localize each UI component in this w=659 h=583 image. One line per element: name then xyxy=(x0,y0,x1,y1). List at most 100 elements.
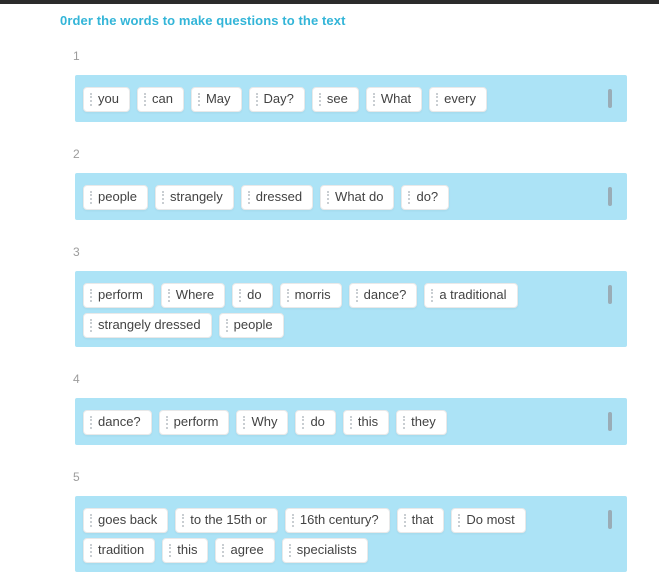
word-chip[interactable]: you xyxy=(83,87,130,112)
word-chip-label: strangely xyxy=(170,189,223,204)
word-chip[interactable]: people xyxy=(218,313,284,338)
word-chip-label: you xyxy=(98,91,119,106)
word-chip[interactable]: dance? xyxy=(348,283,418,308)
word-chip[interactable]: that xyxy=(396,508,445,533)
word-chip[interactable]: a traditional xyxy=(424,283,518,308)
drag-grip-icon xyxy=(243,415,246,429)
word-chip[interactable]: perform xyxy=(158,410,230,435)
word-chip[interactable]: this xyxy=(342,410,390,435)
exercise-number: 3 xyxy=(73,245,80,259)
word-chip-label: this xyxy=(357,414,379,429)
word-chip[interactable]: 16th century? xyxy=(284,508,390,533)
exercise: 3 perform Where do morris dance? a tradi… xyxy=(73,245,627,347)
word-chip[interactable]: Why xyxy=(236,410,289,435)
word-chip-label: goes back xyxy=(98,512,158,527)
word-chip-label: do xyxy=(310,414,325,429)
word-chip[interactable]: this xyxy=(162,538,209,563)
word-chip[interactable]: strangely xyxy=(155,185,234,210)
drag-grip-icon xyxy=(302,415,305,429)
word-chip-label: Where xyxy=(175,287,215,302)
word-chip[interactable]: May xyxy=(190,87,242,112)
word-chip[interactable]: do xyxy=(295,410,336,435)
word-chip-label: Do most xyxy=(466,512,515,527)
word-chip[interactable]: Do most xyxy=(451,508,526,533)
word-chip-label: perform xyxy=(98,287,143,302)
drag-grip-icon xyxy=(286,288,289,302)
word-chip-label: do? xyxy=(416,189,439,204)
word-chip[interactable]: perform xyxy=(83,283,154,308)
drag-grip-icon xyxy=(143,92,146,106)
word-chip[interactable]: people xyxy=(83,185,149,210)
drag-grip-icon xyxy=(90,92,92,106)
word-chip-label: they xyxy=(411,414,436,429)
drag-grip-icon xyxy=(197,92,200,106)
word-chip[interactable]: they xyxy=(396,410,447,435)
word-chip[interactable]: morris xyxy=(279,283,342,308)
drag-grip-icon xyxy=(255,92,258,106)
word-order-dropzone[interactable]: goes back to the 15th or 16th century? t… xyxy=(75,496,627,572)
drag-grip-icon xyxy=(403,415,406,429)
word-chip-label: do xyxy=(247,287,262,302)
word-chip[interactable]: dance? xyxy=(83,410,152,435)
word-chip[interactable]: strangely dressed xyxy=(83,313,212,338)
word-chip[interactable]: What do xyxy=(320,185,395,210)
word-chip-label: agree xyxy=(230,542,264,557)
word-order-dropzone[interactable]: people strangely dressed What do do? xyxy=(75,173,627,220)
word-chip[interactable]: specialists xyxy=(281,538,368,563)
drag-grip-icon xyxy=(222,543,225,557)
word-chip[interactable]: Day? xyxy=(248,87,305,112)
word-chip-label: strangely dressed xyxy=(98,317,201,332)
bar-drag-handle-icon[interactable] xyxy=(608,510,612,529)
word-order-dropzone[interactable]: you can May Day? see What every xyxy=(75,75,627,122)
bar-drag-handle-icon[interactable] xyxy=(608,89,612,108)
exercise-number: 2 xyxy=(73,147,80,161)
bar-drag-handle-icon[interactable] xyxy=(608,187,612,206)
exercise: 2 people strangely dressed What do do? xyxy=(73,147,627,220)
drag-grip-icon xyxy=(355,288,358,302)
word-chip[interactable]: every xyxy=(429,87,487,112)
word-chip[interactable]: to the 15th or xyxy=(175,508,278,533)
bar-drag-handle-icon[interactable] xyxy=(608,285,612,304)
word-chip[interactable]: goes back xyxy=(83,508,169,533)
word-chip-label: dance? xyxy=(363,287,407,302)
word-chip-label: perform xyxy=(173,414,219,429)
word-chip[interactable]: Where xyxy=(160,283,226,308)
drag-grip-icon xyxy=(349,415,352,429)
drag-grip-icon xyxy=(239,288,242,302)
drag-grip-icon xyxy=(372,92,375,106)
word-chip[interactable]: see xyxy=(311,87,359,112)
word-chip-label: tradition xyxy=(98,542,145,557)
word-chip-label: every xyxy=(444,91,476,106)
drag-grip-icon xyxy=(291,513,294,527)
drag-grip-icon xyxy=(90,543,92,557)
word-chip-label: dance? xyxy=(98,414,141,429)
top-border xyxy=(0,0,659,4)
drag-grip-icon xyxy=(169,543,172,557)
word-chip-label: Why xyxy=(251,414,278,429)
word-chip-label: that xyxy=(411,512,434,527)
drag-grip-icon xyxy=(162,190,165,204)
word-order-dropzone[interactable]: dance? perform Why do this they xyxy=(75,398,627,445)
drag-grip-icon xyxy=(165,415,168,429)
page-title: 0rder the words to make questions to the… xyxy=(60,13,346,28)
word-chip[interactable]: tradition xyxy=(83,538,156,563)
drag-grip-icon xyxy=(90,415,92,429)
drag-grip-icon xyxy=(288,543,291,557)
word-chip-label: morris xyxy=(294,287,331,302)
drag-grip-icon xyxy=(431,288,434,302)
drag-grip-icon xyxy=(247,190,250,204)
word-chip[interactable]: can xyxy=(136,87,184,112)
word-chip[interactable]: What xyxy=(365,87,423,112)
word-chip[interactable]: do? xyxy=(401,185,450,210)
word-chip-label: see xyxy=(326,91,348,106)
drag-grip-icon xyxy=(182,513,185,527)
drag-grip-icon xyxy=(90,288,92,302)
word-chip[interactable]: do xyxy=(232,283,273,308)
drag-grip-icon xyxy=(436,92,439,106)
bar-drag-handle-icon[interactable] xyxy=(608,412,612,431)
word-chip-label: people xyxy=(98,189,138,204)
word-order-dropzone[interactable]: perform Where do morris dance? a traditi… xyxy=(75,271,627,347)
word-chip-label: What do xyxy=(335,189,384,204)
word-chip[interactable]: agree xyxy=(215,538,275,563)
word-chip[interactable]: dressed xyxy=(240,185,314,210)
